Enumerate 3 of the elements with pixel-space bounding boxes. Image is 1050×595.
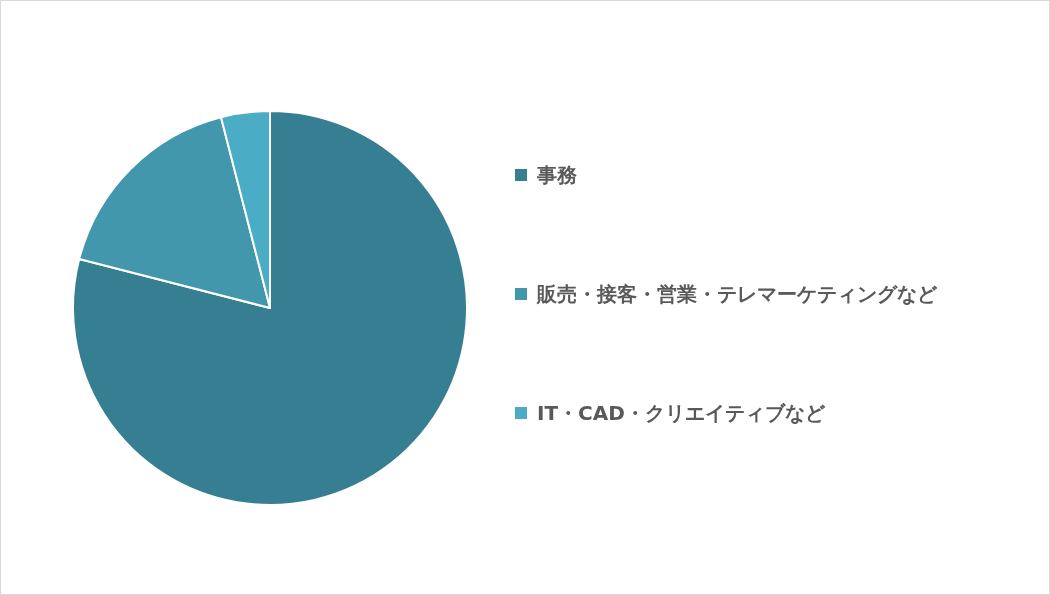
- legend-label: IT・CAD・クリエイティブなど: [537, 401, 826, 425]
- legend-label: 事務: [536, 163, 577, 187]
- legend-label: 販売・接客・営業・テレマーケティングなど: [536, 282, 938, 306]
